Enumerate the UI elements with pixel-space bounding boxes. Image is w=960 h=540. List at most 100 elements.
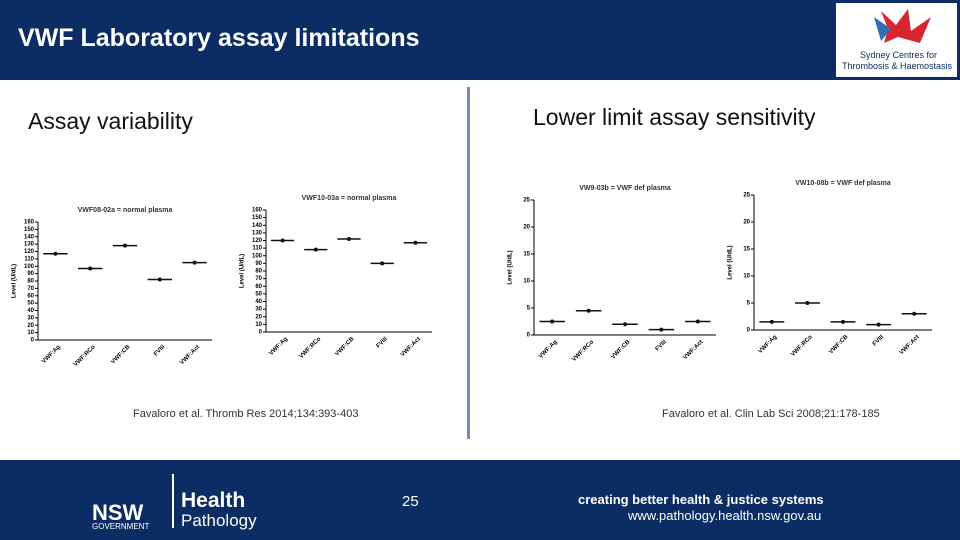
y-tick-label: 160 bbox=[24, 220, 35, 226]
footer-org: Health bbox=[181, 489, 246, 512]
section-heading: Assay variability bbox=[28, 108, 193, 134]
y-tick-label: 130 bbox=[252, 230, 263, 236]
y-tick-label: 130 bbox=[24, 242, 35, 248]
median-point bbox=[586, 308, 591, 313]
median-point bbox=[413, 240, 418, 245]
y-tick-label: 10 bbox=[255, 322, 262, 328]
x-tick-label: FVIII bbox=[655, 339, 668, 352]
y-tick-label: 15 bbox=[743, 247, 750, 253]
y-tick-label: 0 bbox=[259, 330, 263, 336]
x-tick-label: VWF:Ag bbox=[758, 334, 779, 355]
y-tick-label: 15 bbox=[523, 252, 530, 258]
y-tick-label: 80 bbox=[255, 269, 262, 275]
x-tick-label: VWF:RCo bbox=[299, 336, 323, 360]
y-tick-label: 30 bbox=[27, 315, 34, 321]
y-tick-label: 20 bbox=[255, 314, 262, 320]
footer-gov: GOVERNMENT bbox=[92, 522, 150, 531]
y-tick-label: 10 bbox=[743, 274, 750, 280]
median-point bbox=[876, 322, 881, 327]
y-tick-label: 150 bbox=[24, 227, 35, 233]
y-tick-label: 110 bbox=[24, 256, 34, 262]
y-axis-label: Level (U/dL) bbox=[12, 264, 18, 298]
median-point bbox=[313, 247, 318, 252]
y-tick-label: 150 bbox=[252, 215, 263, 221]
y-tick-label: 5 bbox=[747, 301, 751, 307]
x-tick-label: VWF:Act bbox=[682, 339, 704, 361]
median-point bbox=[280, 238, 285, 243]
y-tick-label: 20 bbox=[523, 225, 530, 231]
y-tick-label: 110 bbox=[252, 246, 262, 252]
median-point bbox=[805, 301, 810, 305]
footer-org: Pathology bbox=[181, 511, 257, 530]
x-tick-label: FVIII bbox=[376, 336, 389, 349]
y-axis-label: Level (U/dL) bbox=[240, 254, 246, 288]
median-point bbox=[380, 261, 385, 266]
tagline: creating better health & justice systems bbox=[578, 492, 824, 507]
x-tick-label: VWF:Ag bbox=[538, 339, 559, 360]
y-tick-label: 0 bbox=[747, 328, 751, 334]
median-point bbox=[123, 243, 127, 248]
y-tick-label: 160 bbox=[252, 208, 263, 214]
median-point bbox=[623, 322, 627, 327]
y-tick-label: 25 bbox=[743, 193, 750, 199]
y-tick-label: 70 bbox=[27, 286, 34, 292]
y-tick-label: 50 bbox=[27, 301, 34, 307]
footer-nsw: NSW bbox=[92, 500, 144, 525]
y-axis-label: Level (U/dL) bbox=[728, 245, 734, 279]
y-tick-label: 100 bbox=[252, 253, 263, 259]
y-tick-label: 50 bbox=[255, 291, 262, 297]
y-tick-label: 70 bbox=[255, 276, 262, 282]
x-tick-label: VWF:Ag bbox=[268, 336, 289, 357]
median-point bbox=[88, 266, 93, 271]
chart-title: VW10-08b = VWF def plasma bbox=[795, 180, 891, 187]
y-tick-label: 5 bbox=[527, 306, 531, 312]
y-tick-label: 60 bbox=[255, 284, 262, 290]
median-point bbox=[769, 319, 774, 324]
median-point bbox=[550, 319, 555, 324]
y-tick-label: 40 bbox=[27, 308, 34, 314]
chart-title: VWF08-02a = normal plasma bbox=[78, 207, 173, 214]
page-number: 25 bbox=[402, 493, 419, 510]
x-tick-label: VWF:Act bbox=[899, 334, 921, 356]
x-tick-label: VWF:CB bbox=[828, 334, 850, 356]
x-tick-label: VWF:CB bbox=[110, 344, 132, 366]
x-tick-label: VWF:RCo bbox=[790, 334, 814, 358]
y-tick-label: 0 bbox=[527, 333, 531, 339]
slide-title: VWF Laboratory assay limitations bbox=[18, 24, 420, 52]
y-tick-label: 40 bbox=[255, 299, 262, 305]
section-heading: Lower limit assay sensitivity bbox=[533, 104, 816, 130]
y-tick-label: 90 bbox=[27, 271, 34, 277]
median-point bbox=[53, 251, 58, 256]
logo-text: Thrombosis & Haemostasis bbox=[842, 61, 953, 71]
median-point bbox=[192, 260, 197, 265]
y-tick-label: 30 bbox=[255, 307, 262, 313]
y-tick-label: 20 bbox=[743, 220, 750, 226]
y-tick-label: 140 bbox=[252, 223, 263, 229]
footer-sep bbox=[172, 474, 174, 528]
header-bar bbox=[0, 0, 960, 80]
x-tick-label: VWF:CB bbox=[334, 336, 356, 358]
y-tick-label: 20 bbox=[27, 323, 34, 329]
charts: VWF08-02a = normal plasma Level (U/dL) 0 10… bbox=[12, 180, 932, 368]
x-tick-label: VWF:RCo bbox=[571, 339, 595, 363]
x-tick-label: FVIII bbox=[872, 334, 885, 347]
x-tick-label: VWF:RCo bbox=[73, 344, 97, 368]
y-tick-label: 60 bbox=[27, 293, 34, 299]
y-tick-label: 80 bbox=[27, 279, 34, 285]
y-tick-label: 25 bbox=[523, 198, 530, 204]
url: www.pathology.health.nsw.gov.au bbox=[628, 508, 822, 523]
y-tick-label: 10 bbox=[27, 330, 34, 336]
logo-text: Sydney Centres for bbox=[860, 50, 938, 60]
x-tick-label: VWF:Act bbox=[179, 344, 201, 366]
y-tick-label: 0 bbox=[31, 338, 35, 344]
citation: Favaloro et al. Clin Lab Sci 2008;21:178… bbox=[662, 408, 880, 420]
x-tick-label: VWF:CB bbox=[610, 339, 632, 361]
y-tick-label: 100 bbox=[24, 264, 35, 270]
x-tick-label: VWF:Act bbox=[400, 336, 422, 358]
median-point bbox=[157, 277, 162, 282]
x-tick-label: VWF:Ag bbox=[41, 344, 62, 365]
y-tick-label: 90 bbox=[255, 261, 262, 267]
y-tick-label: 10 bbox=[523, 279, 530, 285]
y-tick-label: 120 bbox=[252, 238, 263, 244]
